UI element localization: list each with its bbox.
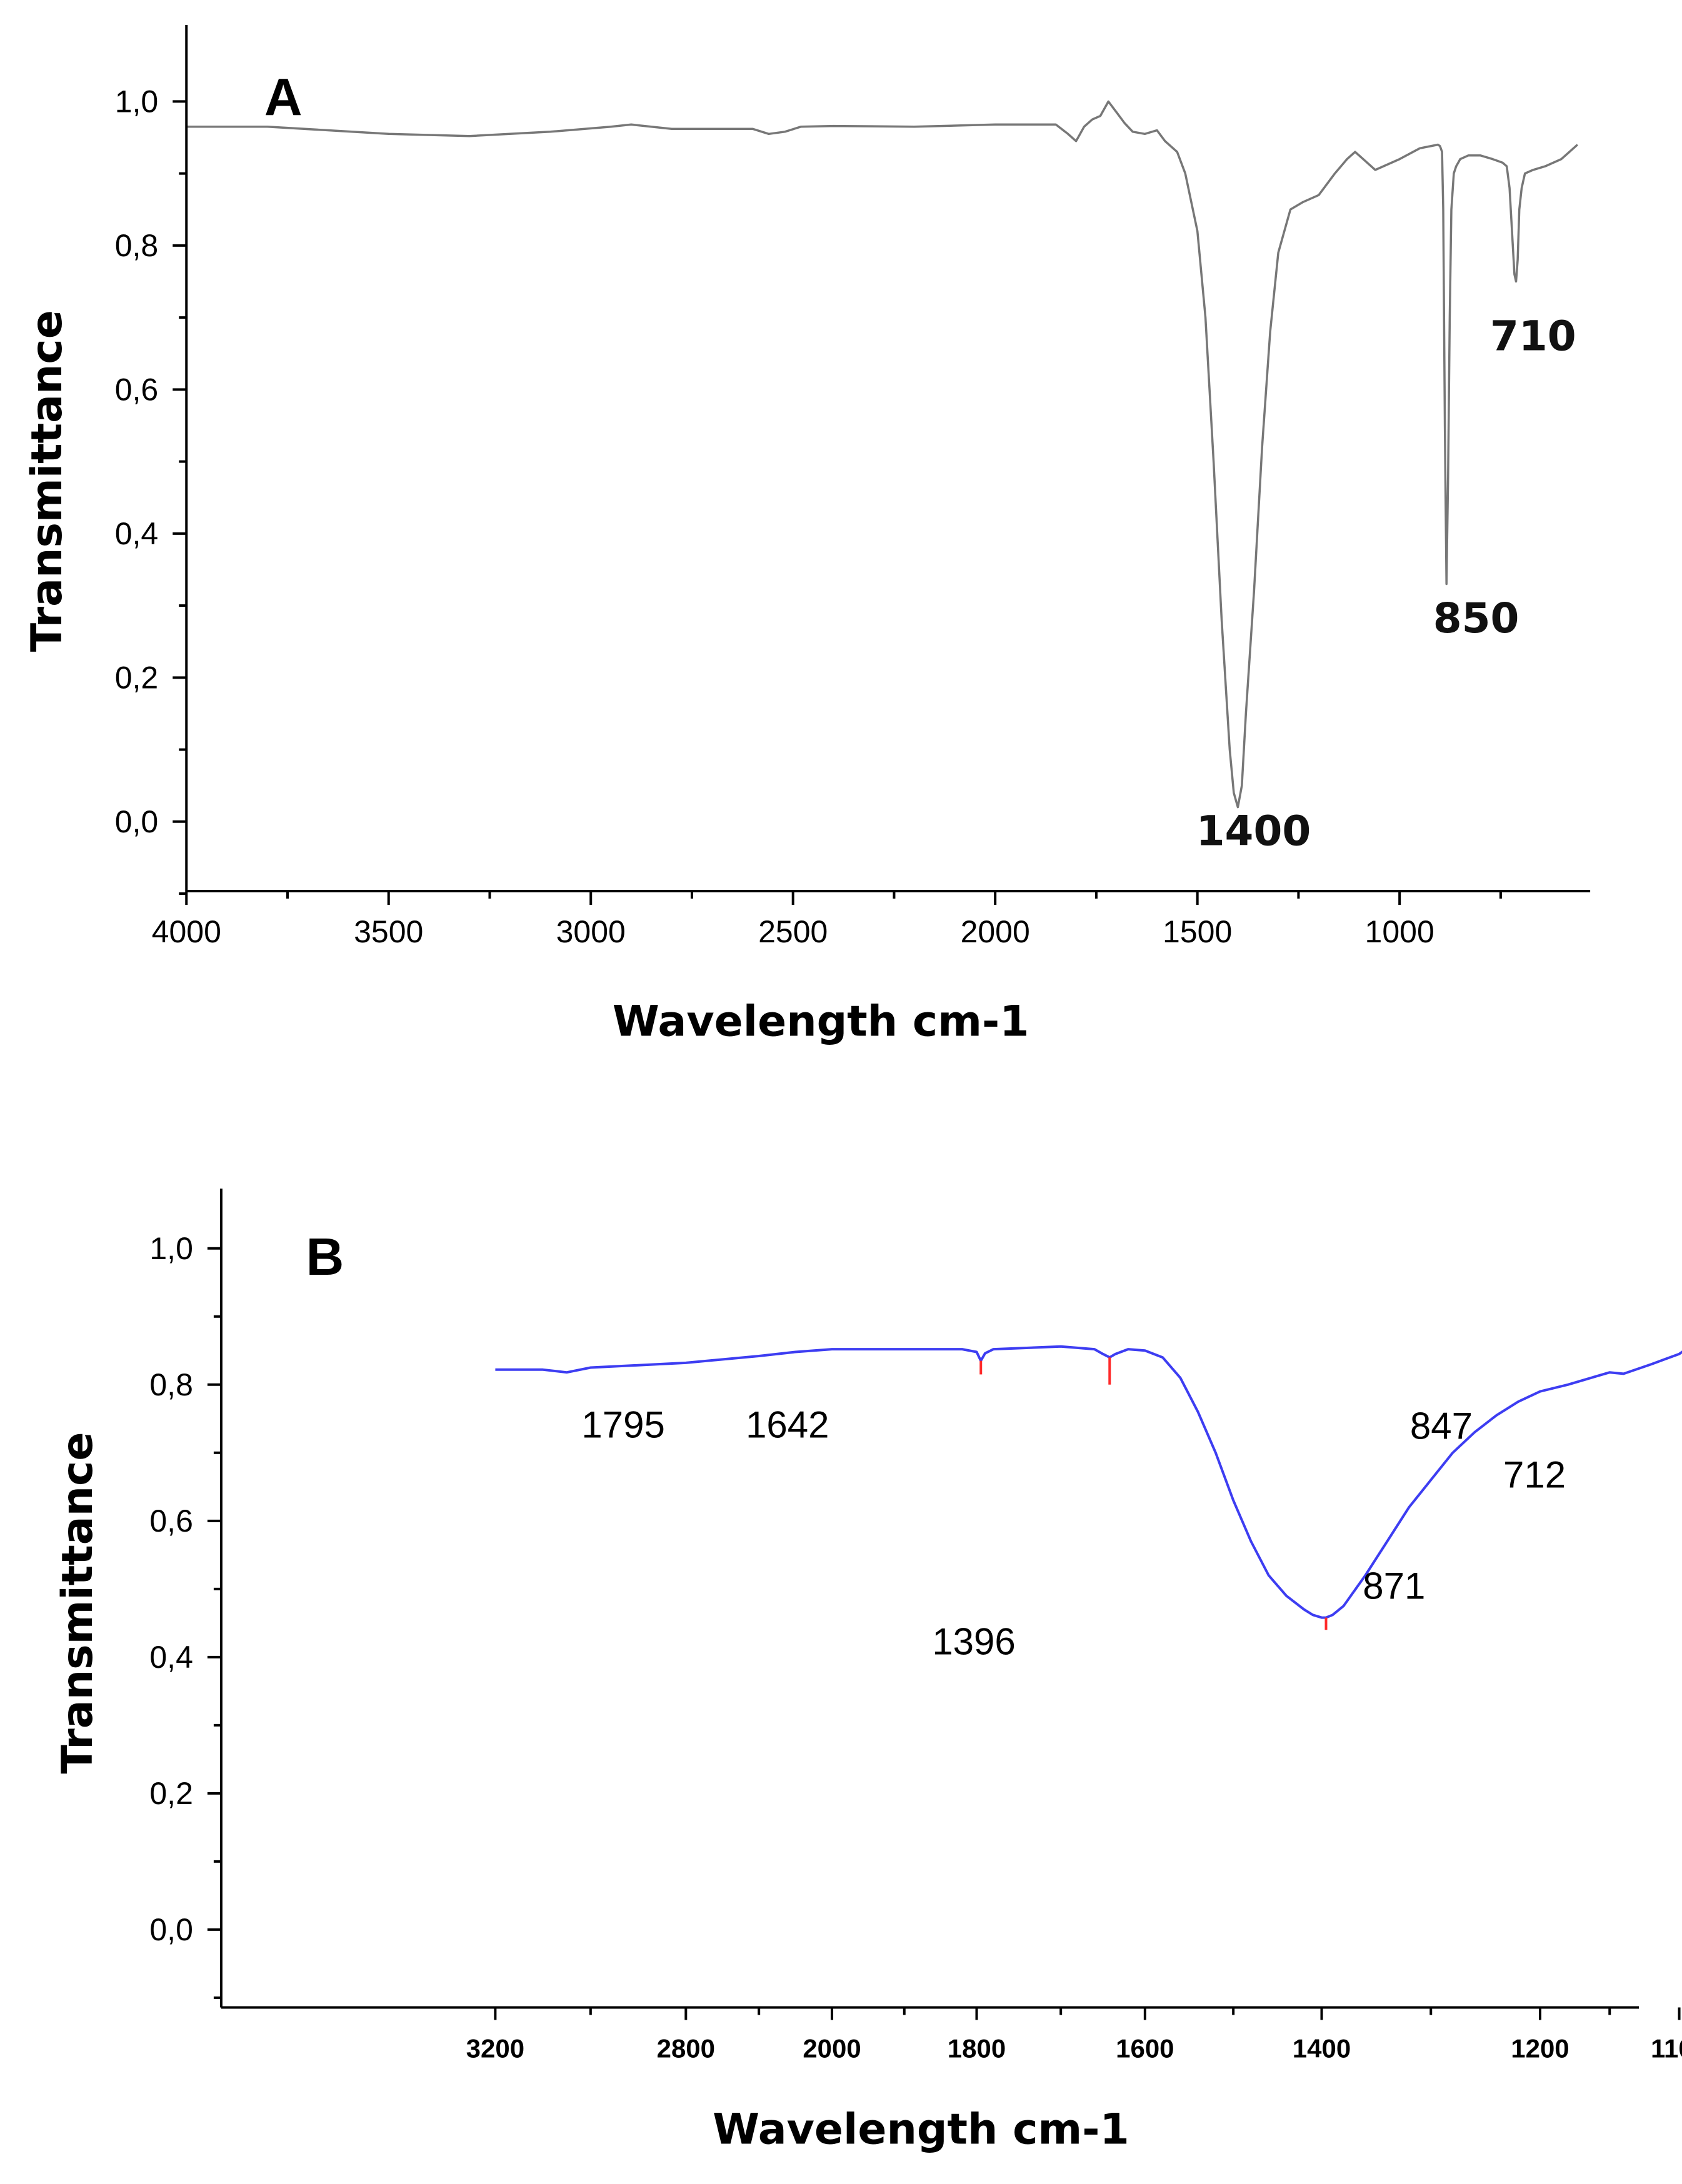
- panel-b-x-tick-label: 1200: [1511, 2033, 1569, 2063]
- panel-b-x-tick-label: 2800: [657, 2033, 715, 2063]
- panel-b-y-axis-title: Transmittance: [53, 1432, 103, 1774]
- panel-a-x-tick-label: 3000: [556, 914, 626, 949]
- panel-b-peak-label: 847: [1410, 1405, 1473, 1447]
- panel-a-y-tick-label: 0,6: [115, 372, 159, 407]
- panel-b-series: [495, 1345, 1682, 1619]
- panel-b-x-tick-label: 3200: [466, 2033, 524, 2063]
- panel-a-peak-label: 1400: [1196, 807, 1311, 855]
- panel-b-peak-label: 1642: [746, 1404, 829, 1445]
- panel-b-y-tick-label: 0,6: [149, 1503, 193, 1538]
- panel-b-x-tick-label: 2000: [803, 2033, 861, 2063]
- panel-a-y-axis: 0,0 0,2 0,4 0,6 0,8 1,0: [115, 84, 187, 895]
- panel-b: B 0,0 0,2 0,4 0,6 0,8 1,0 3200 2800 2000 1800 160…: [53, 1189, 1682, 2154]
- panel-a-y-tick-label: 0,4: [115, 516, 159, 551]
- panel-b-y-tick-label: 1,0: [149, 1231, 193, 1266]
- panel-b-x-tick-label: 1400: [1293, 2033, 1351, 2063]
- panel-a-peak-label: 710: [1490, 312, 1576, 361]
- panel-b-y-tick-label: 0,0: [149, 1912, 193, 1947]
- panel-a-y-tick-label: 1,0: [115, 84, 159, 119]
- panel-a-x-tick-label: 3500: [354, 914, 423, 949]
- panel-b-x-tick-label: 1600: [1116, 2033, 1174, 2063]
- panel-b-y-tick-label: 0,4: [149, 1640, 193, 1675]
- panel-b-y-tick-label: 0,8: [149, 1367, 193, 1402]
- panel-b-peak-label: 712: [1503, 1454, 1566, 1495]
- panel-a-x-axis: 4000 3500 3000 2500 2000 1500 1000: [152, 891, 1502, 949]
- panel-a-y-tick-label: 0,0: [115, 804, 159, 839]
- panel-b-x-axis-title: Wavelength cm-1: [713, 2105, 1129, 2154]
- panel-b-x-tick-label: 1100: [1651, 2033, 1682, 2063]
- panel-b-y-tick-label: 0,2: [149, 1776, 193, 1811]
- panel-a-series: [186, 100, 1578, 809]
- panel-b-spectrum-line: [495, 1345, 1682, 1619]
- panel-b-peak-label: 871: [1363, 1565, 1425, 1607]
- panel-a-x-tick-label: 4000: [152, 914, 221, 949]
- panel-b-peak-label: 1396: [932, 1620, 1015, 1662]
- panel-b-peak-label: 1795: [581, 1404, 664, 1445]
- panel-a-peak-label: 850: [1433, 594, 1519, 642]
- panel-a-y-tick-label: 0,8: [115, 228, 159, 263]
- panel-b-x-axis: 32002800200018001600140012001100800600: [466, 2007, 1682, 2063]
- panel-a-x-tick-label: 2500: [758, 914, 828, 949]
- panel-a-annotations: 1400 850 710: [1196, 312, 1576, 855]
- panel-b-label: B: [306, 1227, 344, 1286]
- panel-a-y-tick-label: 0,2: [115, 660, 159, 695]
- panel-b-x-tick-label: 1800: [948, 2033, 1006, 2063]
- panel-a-label: A: [264, 68, 303, 127]
- panel-a: A 0,0 0,2 0,4 0,6 0,8 1,0 4000 3500 3000 2500 200…: [23, 25, 1591, 1046]
- panel-b-y-axis: 0,0 0,2 0,4 0,6 0,8 1,0: [149, 1231, 221, 1999]
- panel-a-x-tick-label: 1500: [1163, 914, 1232, 949]
- panel-a-x-axis-title: Wavelength cm-1: [613, 997, 1029, 1046]
- panel-a-x-tick-label: 1000: [1365, 914, 1434, 949]
- panel-b-peak-markers: [979, 1357, 1328, 1630]
- panel-a-y-axis-title: Transmittance: [23, 310, 72, 652]
- panel-a-spectrum-line: [186, 100, 1578, 809]
- panel-b-annotations: 1795 1642 1396 871 847 712: [581, 1404, 1566, 1662]
- panel-a-x-tick-label: 2000: [961, 914, 1030, 949]
